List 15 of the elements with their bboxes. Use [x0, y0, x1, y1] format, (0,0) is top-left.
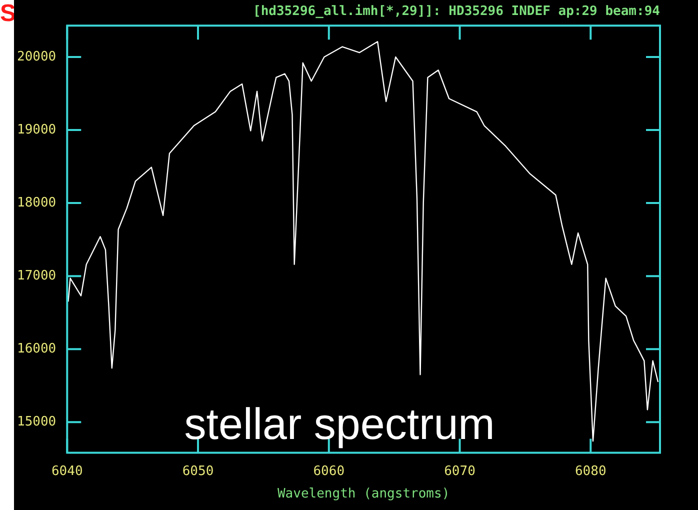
x-tick-label: 6040 — [51, 464, 83, 479]
y-tick-label: 18000 — [16, 195, 56, 210]
chart-title: [hd35296_all.imh[*,29]]: HD35296 INDEF ap:29 beam:94 — [253, 4, 660, 20]
x-tick-label: 6080 — [574, 464, 606, 479]
x-axis-title: Wavelength (angstroms) — [277, 486, 450, 502]
x-tick-label: 6060 — [313, 464, 345, 479]
x-tick-label: 6050 — [182, 464, 214, 479]
x-tick-label: 6070 — [444, 464, 476, 479]
text: S — [0, 0, 16, 28]
annotation: stellar spectrum — [184, 400, 495, 449]
y-tick-label: 15000 — [16, 414, 56, 430]
y-tick-label: 20000 — [16, 49, 56, 64]
y-tick-label: 19000 — [16, 122, 56, 138]
y-tick-label: 16000 — [16, 341, 56, 356]
y-tick-label: 17000 — [16, 268, 56, 284]
